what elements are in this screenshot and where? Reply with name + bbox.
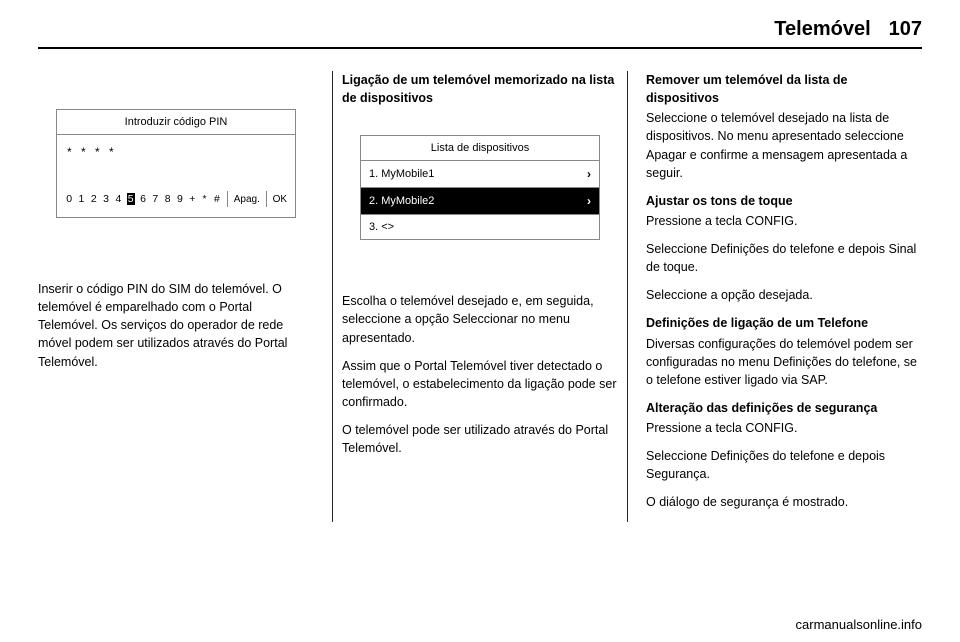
col3-paragraph: Diversas configurações do telemóvel pode…	[646, 335, 922, 389]
pin-screen-title: Introduzir código PIN	[57, 110, 295, 135]
pin-key: #	[213, 193, 221, 205]
col2-paragraph: O telemóvel pode ser utilizado através d…	[342, 421, 618, 457]
column-3: Remover um telemóvel da lista de disposi…	[646, 71, 922, 522]
pin-key: 9	[176, 193, 184, 205]
pin-key: 0	[65, 193, 73, 205]
col3-paragraph: O diálogo de segurança é mostrado.	[646, 493, 922, 511]
pin-key: 1	[77, 193, 85, 205]
col3-paragraph: Pressione a tecla CONFIG.	[646, 212, 922, 230]
col2-paragraph: Escolha o telemóvel desejado e, em segui…	[342, 292, 618, 346]
pin-key: 4	[114, 193, 122, 205]
header-section: Telemóvel	[774, 18, 870, 41]
col2-heading: Ligação de um telemóvel memorizado na li…	[342, 71, 618, 107]
col3-paragraph: Seleccione a opção desejada.	[646, 286, 922, 304]
pin-ok-label: OK	[273, 194, 287, 205]
device-list-item: 1. MyMobile1 ›	[361, 161, 599, 187]
col3-paragraph: Pressione a tecla CONFIG.	[646, 419, 922, 437]
pin-key: 5	[127, 193, 135, 205]
pin-screen: Introduzir código PIN * * * * 0123456789…	[46, 71, 306, 266]
pin-key: 8	[164, 193, 172, 205]
pin-separator	[266, 191, 267, 207]
col3-subheading: Alteração das definições de segurança	[646, 399, 922, 417]
pin-key: *	[200, 193, 208, 205]
footer-source: carmanualsonline.info	[796, 617, 922, 632]
device-item-label: 3. <>	[369, 221, 394, 233]
device-list-screen: Lista de dispositivos 1. MyMobile1›2. My…	[350, 117, 610, 278]
device-item-label: 2. MyMobile2	[369, 195, 434, 207]
column-1: Introduzir código PIN * * * * 0123456789…	[38, 71, 314, 522]
device-list-item: 2. MyMobile2 ›	[361, 187, 599, 214]
pin-key: 6	[139, 193, 147, 205]
column-divider	[332, 71, 333, 522]
pin-key-row: 0123456789 + * # Apag. OK	[65, 191, 287, 207]
column-divider	[627, 71, 628, 522]
pin-separator	[227, 191, 228, 207]
col3-paragraph: Seleccione o telemóvel desejado na lista…	[646, 109, 922, 182]
header-rule	[38, 47, 922, 49]
chevron-right-icon: ›	[587, 194, 591, 208]
col1-paragraph: Inserir o código PIN do SIM do telemóvel…	[38, 280, 314, 371]
pin-key: 3	[102, 193, 110, 205]
col2-paragraph: Assim que o Portal Telemóvel tiver detec…	[342, 357, 618, 411]
device-item-label: 1. MyMobile1	[369, 168, 434, 180]
pin-key: 7	[151, 193, 159, 205]
header-page-number: 107	[889, 18, 922, 41]
col3-subheading: Ajustar os tons de toque	[646, 192, 922, 210]
col3-subheading: Remover um telemóvel da lista de disposi…	[646, 71, 922, 107]
column-2: Ligação de um telemóvel memorizado na li…	[342, 71, 618, 522]
pin-delete-label: Apag.	[234, 194, 260, 205]
pin-key: +	[188, 193, 196, 205]
col3-paragraph: Seleccione Definições do telefone e depo…	[646, 447, 922, 483]
device-list-title: Lista de dispositivos	[361, 136, 599, 161]
pin-key: 2	[90, 193, 98, 205]
col3-subheading: Definições de ligação de um Telefone	[646, 314, 922, 332]
col3-paragraph: Seleccione Definições do telefone e depo…	[646, 240, 922, 276]
chevron-right-icon: ›	[587, 167, 591, 181]
device-list-item: 3. <>	[361, 214, 599, 239]
pin-entered: * * * *	[67, 145, 117, 159]
